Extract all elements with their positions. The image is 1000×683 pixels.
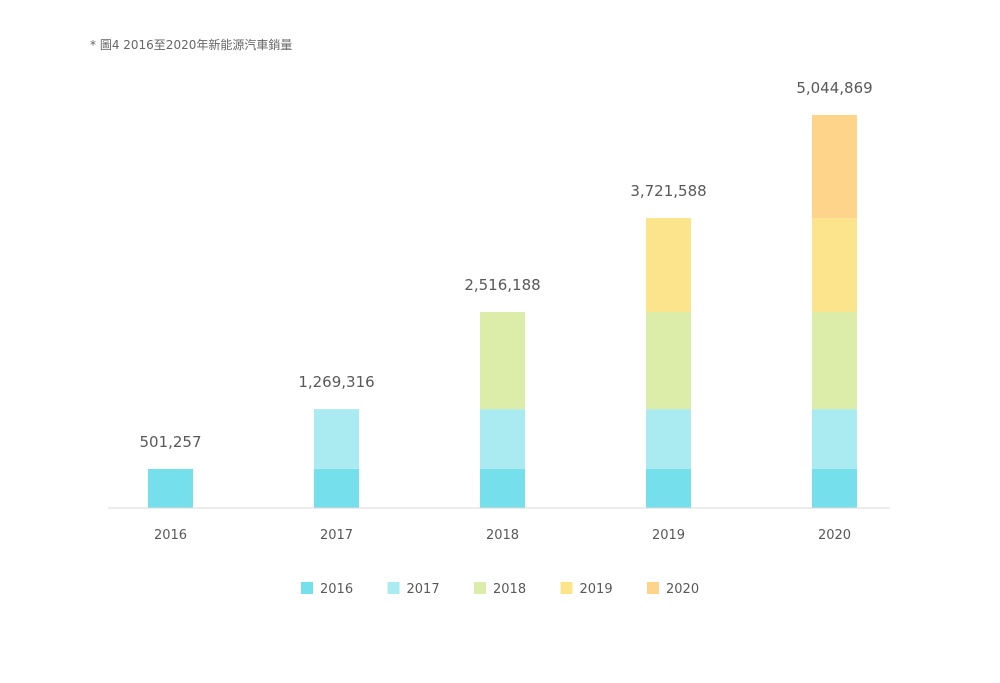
legend-label-2016: 2016 [320,582,353,597]
bar-segment-2018-2017 [480,409,525,469]
bar-segment-2018-2016 [480,468,525,508]
legend-swatch-2019 [560,582,573,594]
total-label-2017: 1,269,316 [298,373,374,391]
bar-segment-2018-2018 [480,311,525,410]
bar-segment-2020-2020 [812,115,857,219]
bar-segment-2019-2017 [646,409,691,469]
total-label-2020: 5,044,869 [796,79,872,97]
x-tick-labels-group: 2016 2017 2018 2019 2020 [154,528,851,543]
legend-swatch-2016 [301,582,313,594]
total-label-2016: 501,257 [139,433,201,451]
bar-segment-2016-2016 [148,468,193,508]
chart-caption: * 圖4 2016至2020年新能源汽車銷量 [90,38,293,52]
total-label-2019: 3,721,588 [630,182,706,200]
bar-segment-2017-2016 [314,468,359,508]
bars-group [148,115,857,508]
bar-segment-2020-2018 [812,311,857,410]
legend-swatch-2018 [474,582,486,594]
x-tick-label-2020: 2020 [818,528,851,543]
legend-label-2019: 2019 [580,582,613,597]
bar-segment-2019-2018 [646,311,691,410]
legend-label-2017: 2017 [407,582,440,597]
bar-segment-2020-2019 [812,218,857,312]
x-tick-label-2018: 2018 [486,528,519,543]
legend-swatch-2017 [387,582,400,594]
legend-label-2020: 2020 [666,582,699,597]
legend-swatch-2020 [647,582,659,594]
x-tick-label-2016: 2016 [154,528,187,543]
bar-segment-2019-2016 [646,468,691,508]
legend-label-2018: 2018 [493,582,526,597]
bar-segment-2017-2017 [314,409,359,469]
x-tick-label-2019: 2019 [652,528,685,543]
total-label-2018: 2,516,188 [464,276,540,294]
bar-segment-2019-2019 [646,218,691,312]
x-tick-label-2017: 2017 [320,528,353,543]
total-labels-group: 501,257 1,269,316 2,516,188 3,721,588 5,044,… [139,79,872,451]
legend: 2016 2017 2018 2019 2020 [301,582,699,597]
bar-segment-2020-2017 [812,409,857,469]
bar-segment-2020-2016 [812,468,857,508]
